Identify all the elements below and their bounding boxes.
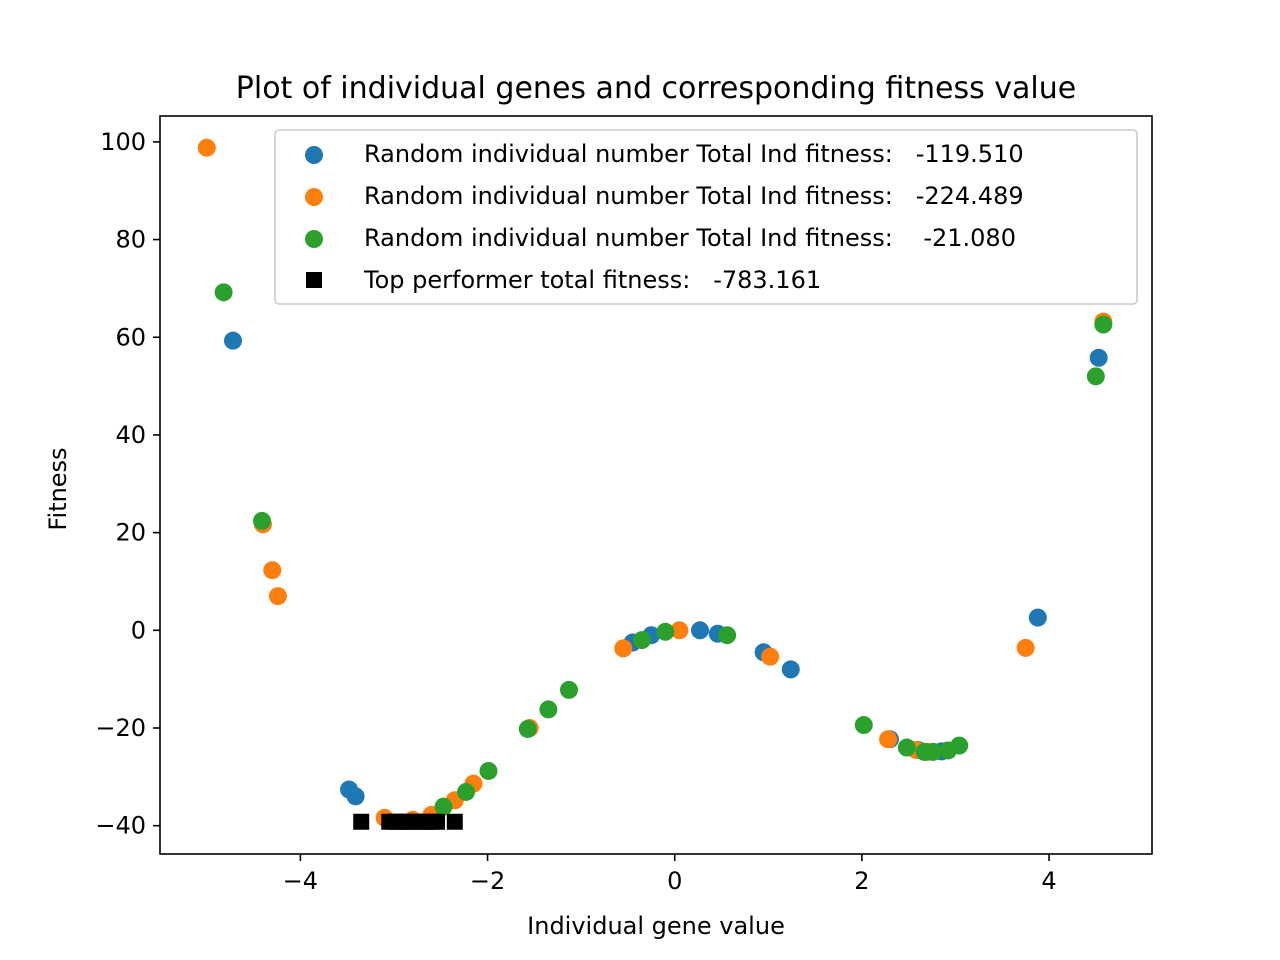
legend-label: Top performer total fitness: -783.161 — [363, 266, 821, 294]
data-point — [434, 797, 453, 816]
data-point — [897, 738, 916, 757]
legend: Random individual number Total Ind fitne… — [274, 129, 1138, 305]
data-point — [268, 587, 287, 606]
x-tick-label: −2 — [470, 867, 505, 895]
data-point — [614, 639, 633, 658]
data-point — [690, 621, 709, 640]
data-point — [718, 626, 737, 645]
y-tick-label: 0 — [131, 616, 146, 644]
data-point — [518, 719, 537, 738]
data-point — [479, 761, 498, 780]
data-point — [632, 631, 651, 650]
data-point — [1016, 638, 1035, 657]
data-point — [1089, 348, 1108, 367]
x-axis-label: Individual gene value — [527, 912, 785, 940]
x-tick-label: −4 — [283, 867, 318, 895]
legend-marker — [305, 146, 323, 164]
data-point — [879, 730, 898, 749]
x-tick-label: 4 — [1041, 867, 1056, 895]
data-point — [1094, 315, 1113, 334]
data-point — [1086, 367, 1105, 386]
x-tick-label: 0 — [667, 867, 682, 895]
y-tick-label: 80 — [115, 226, 146, 254]
data-point — [457, 782, 476, 801]
legend-label: Random individual number Total Ind fitne… — [364, 182, 1024, 210]
data-point-square — [446, 813, 463, 830]
y-tick-label: 100 — [100, 128, 146, 156]
data-point — [559, 680, 578, 699]
data-point — [924, 742, 943, 761]
legend-label: Random individual number Total Ind fitne… — [364, 224, 1016, 252]
data-point — [253, 511, 272, 530]
plot-frame — [159, 115, 1153, 855]
series-4 — [353, 813, 463, 830]
y-axis-label: Fitness — [44, 447, 72, 530]
data-point — [950, 736, 969, 755]
y-tick-label: −40 — [95, 812, 146, 840]
data-point — [761, 647, 780, 666]
y-tick-label: 40 — [115, 421, 146, 449]
data-point-square — [429, 813, 446, 830]
data-point — [1028, 608, 1047, 627]
data-point — [197, 138, 216, 157]
data-point — [854, 716, 873, 735]
legend-label: Random individual number Total Ind fitne… — [364, 140, 1024, 168]
data-point — [223, 331, 242, 350]
data-point — [670, 621, 689, 640]
y-tick-label: −20 — [95, 714, 146, 742]
data-point — [539, 700, 558, 719]
series-3 — [214, 283, 1113, 816]
data-point-square — [353, 813, 370, 830]
legend-marker — [305, 188, 323, 206]
data-point — [263, 561, 282, 580]
legend-marker-square — [306, 272, 322, 288]
data-point — [346, 787, 365, 806]
chart-title: Plot of individual genes and correspondi… — [236, 71, 1076, 106]
y-tick-label: 60 — [115, 323, 146, 351]
data-points — [197, 138, 1113, 830]
data-point — [214, 283, 233, 302]
y-tick-label: 20 — [115, 519, 146, 547]
data-point — [781, 660, 800, 679]
data-point — [656, 622, 675, 641]
legend-box — [274, 129, 1138, 305]
legend-marker — [305, 230, 323, 248]
x-tick-label: 2 — [854, 867, 869, 895]
